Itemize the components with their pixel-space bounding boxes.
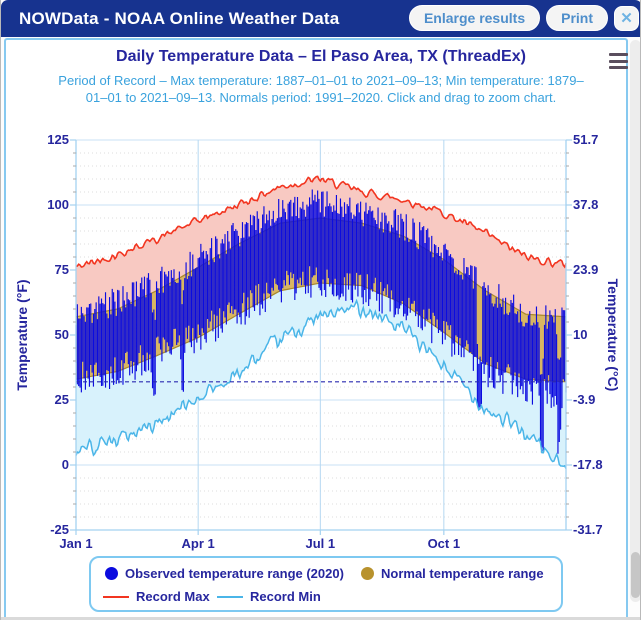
record-max-line-icon: [103, 595, 129, 598]
menu-bar: [609, 53, 628, 56]
titlebar-buttons: Enlarge results Print ✕: [408, 5, 639, 31]
x-axis-label: Jan 1: [59, 536, 93, 551]
scrollbar-thumb[interactable]: [631, 552, 640, 598]
y-axis-label-f: 25: [54, 392, 69, 407]
x-axis-label: Jul 1: [305, 536, 336, 551]
y-axis-label-c: 37.8: [573, 197, 599, 212]
y-axis-label-c: -31.7: [573, 522, 603, 537]
chart-menu-icon[interactable]: [609, 53, 628, 69]
y-axis-label-f: 125: [47, 132, 69, 147]
normal-range-marker-icon: [361, 567, 374, 580]
legend-item-observed-range[interactable]: Observed temperature range (2020): [105, 566, 344, 581]
enlarge-results-button[interactable]: Enlarge results: [408, 5, 541, 31]
observed-range-marker-icon: [105, 567, 118, 580]
close-icon[interactable]: ✕: [614, 5, 639, 31]
scrollbar-track[interactable]: [630, 40, 640, 602]
y-axis-label-c: -17.8: [573, 457, 603, 472]
y-axis-label-c: 10: [573, 327, 588, 342]
legend-item-normal-range[interactable]: Normal temperature range: [361, 566, 544, 581]
window-bottom-edge: [1, 617, 640, 620]
chart-legend: Observed temperature range (2020) Normal…: [89, 556, 563, 612]
y-axis-label-f: 50: [54, 327, 69, 342]
record-min-line-icon: [217, 595, 243, 598]
menu-bar: [609, 66, 628, 69]
dialog-title: NOWData - NOAA Online Weather Data: [19, 8, 340, 28]
chart-title: Daily Temperature Data – El Paso Area, T…: [116, 48, 526, 65]
x-axis-label: Apr 1: [181, 536, 215, 551]
print-button[interactable]: Print: [546, 5, 608, 31]
y-axis-label-c: -3.9: [573, 392, 596, 407]
dialog-titlebar[interactable]: NOWData - NOAA Online Weather Data Enlar…: [1, 0, 640, 37]
y-axis-label-f: 0: [61, 457, 69, 472]
legend-item-record-min[interactable]: Record Min: [217, 589, 321, 604]
legend-item-record-max[interactable]: Record Max: [103, 589, 210, 604]
y-axis-label-f: 100: [47, 197, 69, 212]
y-axis-label-c: 23.9: [573, 262, 599, 277]
menu-bar: [609, 59, 628, 63]
y-axis-label-f: -25: [50, 522, 69, 537]
x-axis-label: Oct 1: [427, 536, 461, 551]
y-axis-label-c: 51.7: [573, 132, 599, 147]
y-axis-label-f: 75: [54, 262, 69, 277]
chart-subtitle: Period of Record – Max temperature: 1887…: [58, 73, 584, 105]
chart-plot-area[interactable]: [76, 140, 566, 530]
